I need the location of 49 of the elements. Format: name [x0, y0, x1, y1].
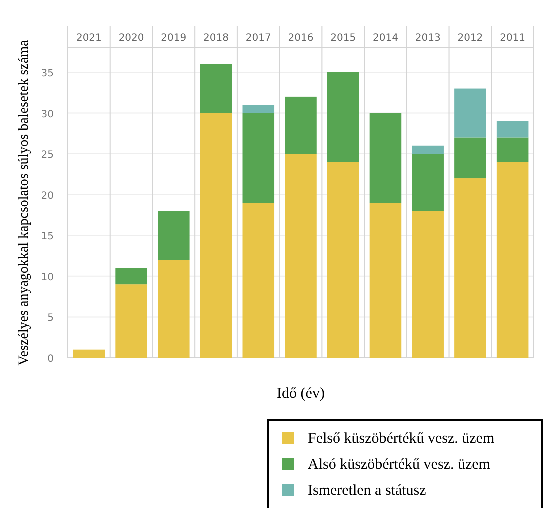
bar — [116, 268, 148, 285]
bar — [454, 138, 486, 179]
x-tick-label: 2018 — [204, 33, 229, 44]
y-tick-label: 0 — [48, 354, 54, 365]
x-tick-label: 2020 — [118, 33, 144, 44]
y-tick-label: 20 — [41, 190, 54, 202]
bar — [285, 96, 317, 154]
legend-label: Alsó küszöbértékű vesz. üzem — [308, 457, 491, 473]
x-tick-label: 2012 — [458, 33, 484, 44]
bar — [412, 154, 444, 212]
legend-label: Ismeretlen a státusz — [308, 483, 427, 499]
x-tick-label: 2013 — [415, 33, 441, 44]
x-tick-label: 2017 — [246, 33, 272, 44]
y-tick-label: 5 — [48, 313, 54, 324]
y-axis-title: Veszélyes anyagokkal kapcsolatos súlyos balesetek száma — [17, 40, 32, 366]
bar — [158, 211, 190, 260]
bar — [73, 350, 106, 358]
bar — [496, 162, 529, 358]
y-tick-label: 35 — [41, 68, 54, 80]
bar — [370, 203, 402, 358]
bar — [242, 113, 275, 203]
y-tick-label: 25 — [41, 150, 54, 162]
x-tick-label: 2019 — [161, 33, 187, 44]
bar — [327, 72, 360, 162]
x-tick-label: 2011 — [500, 33, 526, 44]
bar — [370, 113, 402, 203]
bar — [242, 203, 275, 358]
x-tick-label: 2015 — [330, 33, 356, 44]
bar — [285, 154, 317, 358]
bar — [454, 88, 486, 138]
bar — [200, 113, 232, 358]
bar — [200, 64, 232, 114]
x-tick-label: 2021 — [76, 33, 102, 44]
bar — [158, 260, 190, 358]
y-tick-label: 30 — [41, 109, 54, 120]
bar — [454, 178, 486, 358]
bar — [496, 121, 529, 138]
y-tick-label: 10 — [41, 272, 54, 284]
bar — [327, 162, 360, 358]
legend-label: Felső küszöbértékű vesz. üzem — [308, 431, 495, 447]
bar — [412, 211, 444, 358]
x-tick-label: 2014 — [373, 33, 398, 44]
bar — [242, 105, 275, 114]
bar — [496, 138, 529, 162]
bar — [116, 284, 148, 358]
x-axis-title: Idő (év) — [277, 386, 325, 402]
x-tick-label: 2016 — [288, 33, 314, 44]
y-tick-label: 15 — [41, 232, 54, 243]
bar — [412, 146, 444, 154]
